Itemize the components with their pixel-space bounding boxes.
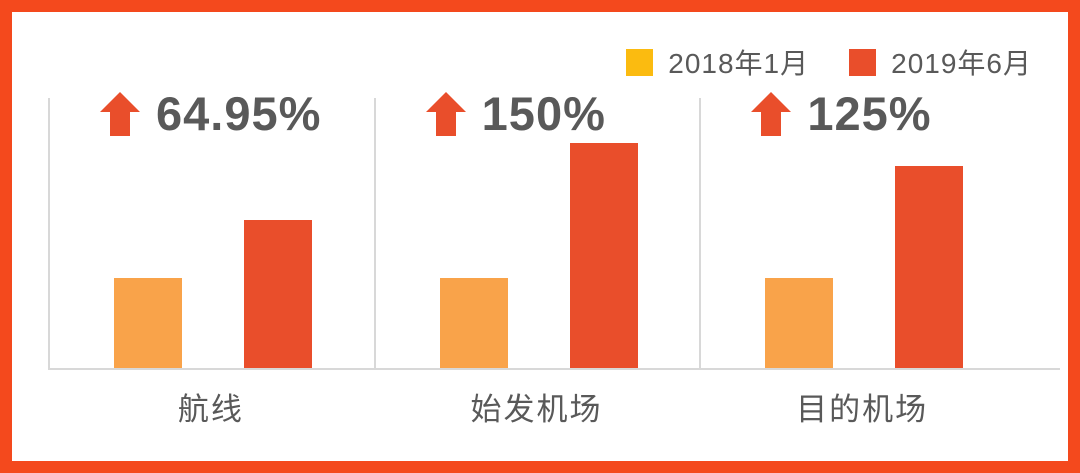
growth-indicator-destination-airports: 125% [751,90,931,137]
growth-percent: 64.95% [156,87,322,140]
arrow-up-icon [100,91,140,136]
chart-panel-routes: 64.95% [48,90,374,368]
chart-panel-destination-airports: 125% [699,90,1025,368]
growth-percent: 125% [807,87,932,140]
growth-indicator-origin-airports: 150% [425,87,606,140]
bar-chart: 64.95% 150% 125% [48,90,1060,370]
growth-percent: 150% [481,87,606,140]
category-labels-row: 航线 始发机场 目的机场 [48,384,1025,429]
bar-2018-jan [114,278,182,368]
bar-2018-jan [439,278,508,368]
bar-2019-jun [244,219,312,368]
legend-label-2018-jan: 2018年1月 [668,48,810,79]
category-label-origin-airports: 始发机场 [470,392,603,427]
legend-swatch-2019-jun [849,48,877,76]
legend-item-2018-jan: 2018年1月 [626,42,809,82]
category-label-routes: 航线 [177,392,244,427]
x-axis-line [48,368,1060,370]
growth-indicator-routes: 64.95% [100,90,321,137]
chart-panel-origin-airports: 150% [373,90,700,368]
legend-label-2019-jun: 2019年6月 [891,48,1032,79]
category-label-destination-airports: 目的机场 [796,392,929,427]
bar-2019-jun [895,165,964,368]
legend-item-2019-jun: 2019年6月 [849,42,1032,82]
bar-2019-jun [569,143,638,368]
chart-legend: 2018年1月 2019年6月 [626,42,1032,82]
arrow-up-icon [751,91,792,136]
bar-2018-jan [765,278,834,368]
legend-swatch-2018-jan [626,48,654,76]
arrow-up-icon [425,91,466,136]
